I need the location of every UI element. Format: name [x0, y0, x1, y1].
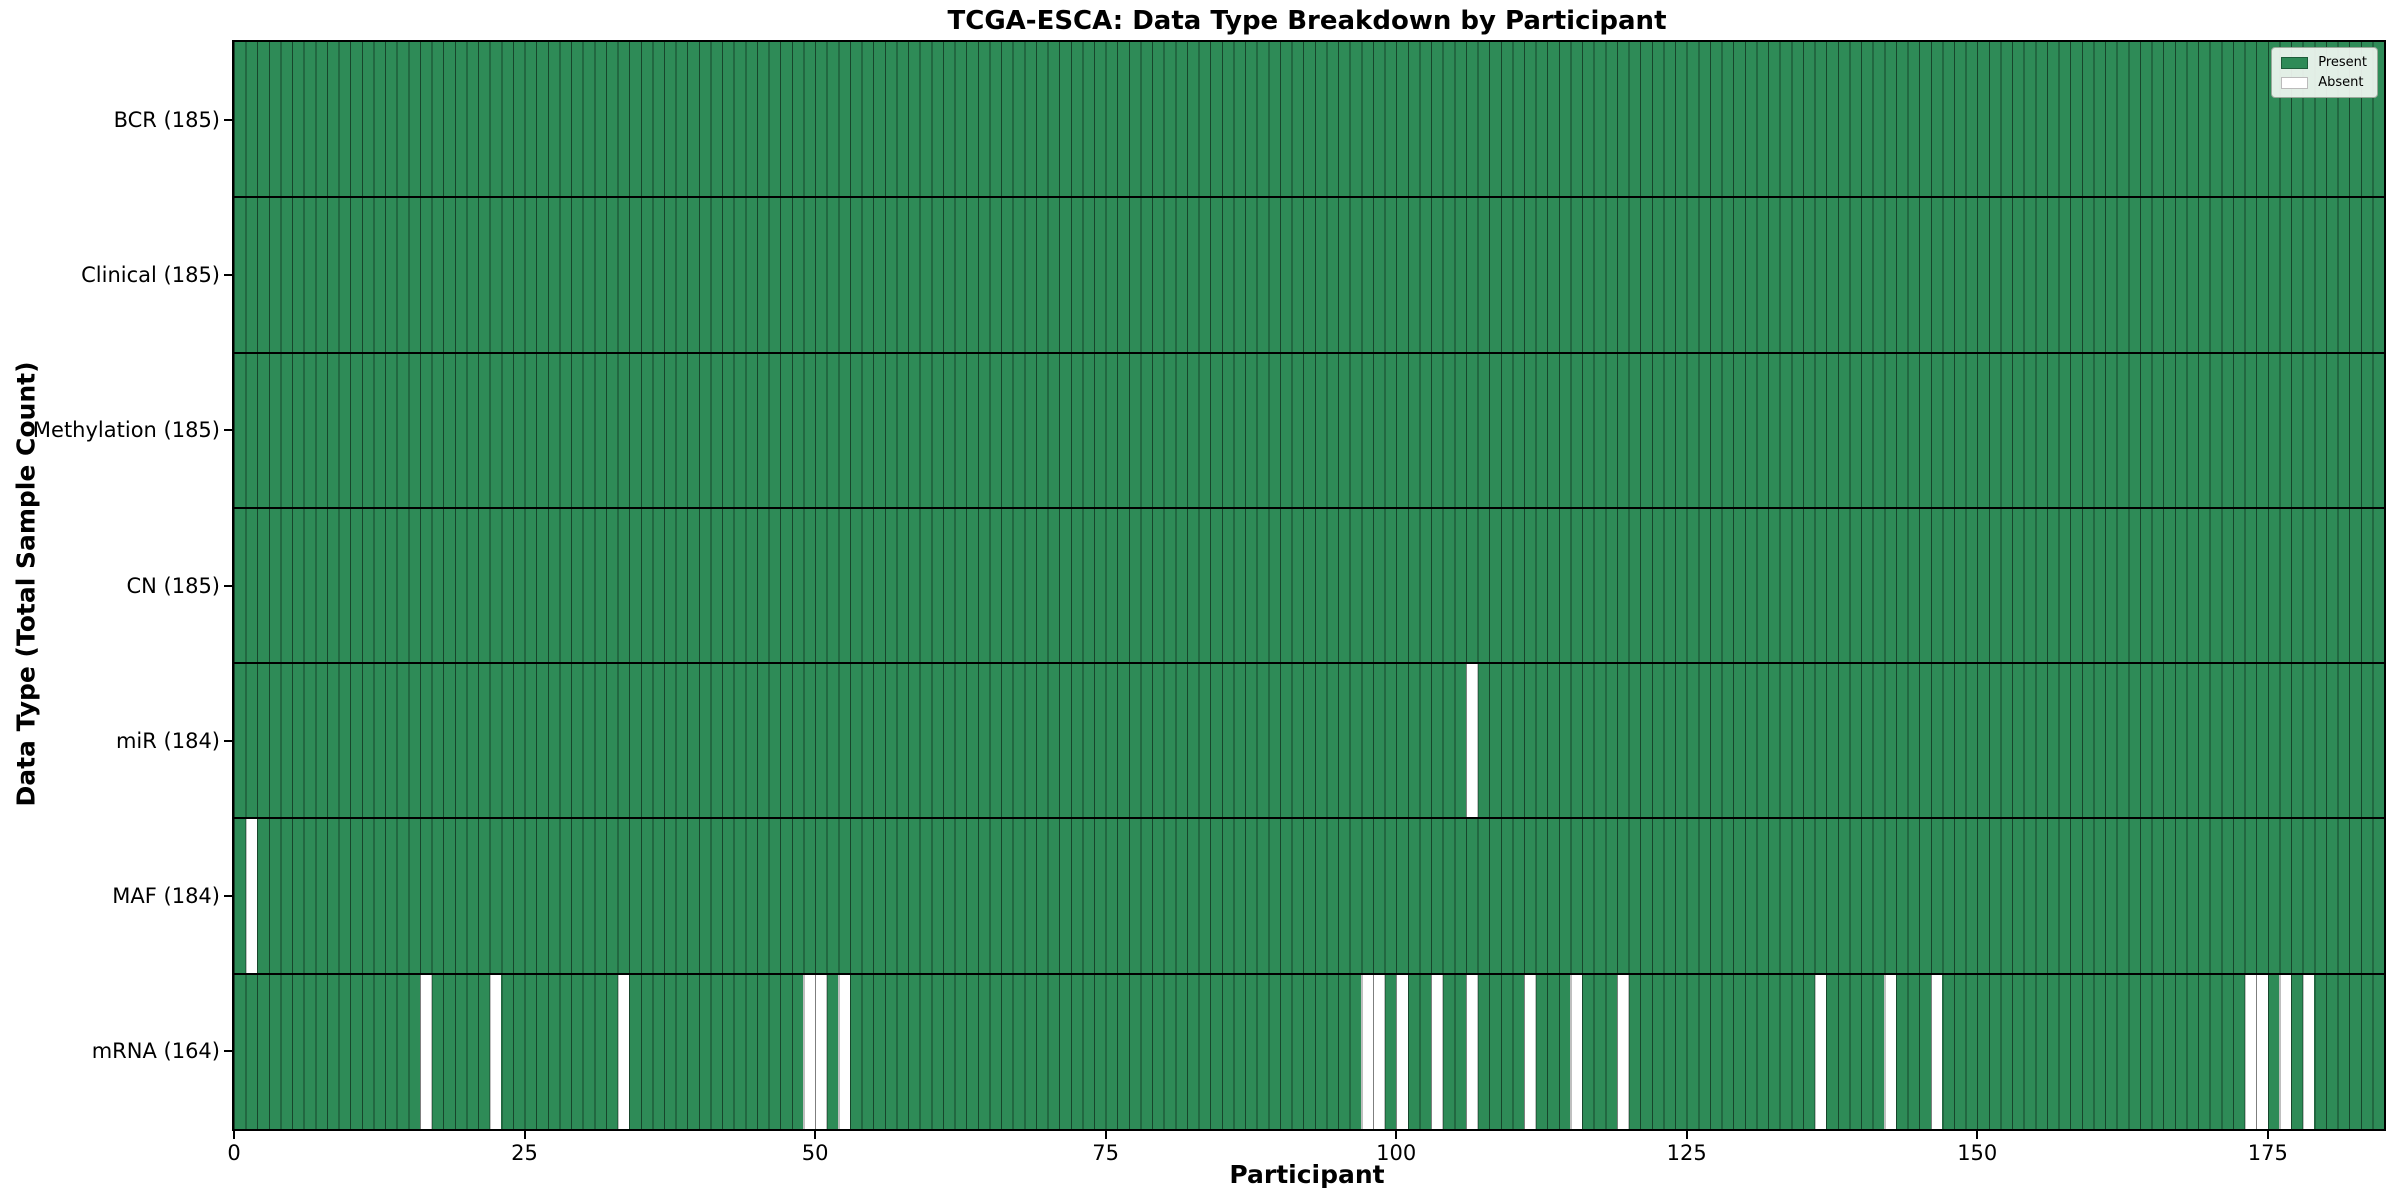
x-tick-mark [1104, 1131, 1107, 1139]
legend: Present Absent [2271, 47, 2378, 98]
legend-entry: Absent [2281, 75, 2367, 90]
absent-bar [2256, 973, 2268, 1129]
y-tick-mark [224, 273, 232, 276]
y-tick-label: BCR (185) [113, 107, 220, 132]
x-tick-label: 50 [801, 1141, 829, 1165]
absent-bar [1814, 973, 1827, 1129]
absent-bar [1465, 663, 1478, 819]
y-tick-label: CN (185) [126, 573, 220, 598]
absent-bar [1884, 973, 1896, 1129]
row-maf [234, 818, 2384, 974]
x-tick-mark [233, 1131, 235, 1139]
y-tick-label: mRNA (164) [91, 1039, 220, 1064]
legend-label: Absent [2318, 75, 2364, 90]
absent-bar [617, 973, 630, 1129]
x-tick-label: 25 [511, 1141, 538, 1165]
absent-bar [2302, 973, 2315, 1129]
absent-bar [803, 973, 816, 1129]
absent-bar [1930, 973, 1943, 1129]
x-tick-label: 75 [1092, 1141, 1119, 1165]
absent-bar [1524, 973, 1536, 1129]
y-tick-mark [224, 895, 232, 898]
y-tick-mark [224, 429, 232, 432]
absent-bar [2279, 973, 2291, 1129]
row-methylation [234, 352, 2384, 508]
y-tick-mark [224, 118, 232, 121]
row-clinical [234, 197, 2384, 353]
x-tick-mark [523, 1131, 526, 1139]
y-tick-label: Methylation (185) [32, 418, 220, 443]
y-tick-label: miR (184) [115, 728, 220, 753]
plot-area [232, 40, 2386, 1131]
absent-bar [2244, 973, 2257, 1129]
absent-bar [815, 973, 827, 1129]
absent-bar [419, 973, 432, 1129]
absent-bar [1361, 973, 1373, 1129]
absent-bar [1616, 973, 1629, 1129]
x-tick-mark [1685, 1131, 1688, 1139]
legend-entry: Present [2281, 55, 2367, 70]
x-tick-mark [1395, 1131, 1398, 1139]
absent-bar [1396, 973, 1408, 1129]
x-tick-label: 125 [1666, 1141, 1707, 1165]
present-swatch-icon [2281, 56, 2309, 69]
absent-bar [838, 973, 850, 1129]
row-mir [234, 663, 2384, 819]
x-tick-mark [814, 1131, 817, 1139]
absent-bar [1465, 973, 1478, 1129]
x-tick-label: 100 [1376, 1141, 1417, 1165]
y-tick-mark [224, 739, 232, 742]
x-tick-mark [2266, 1131, 2269, 1139]
absent-bar [1431, 973, 1443, 1129]
row-separator [234, 506, 2384, 509]
x-tick-mark [1976, 1131, 1979, 1139]
row-separator [234, 817, 2384, 820]
row-bcr [234, 42, 2384, 198]
row-separator [234, 351, 2384, 354]
row-separator [234, 196, 2384, 199]
row-separator [234, 662, 2384, 665]
row-cn [234, 507, 2384, 664]
x-tick-label: 175 [2247, 1141, 2288, 1165]
x-tick-label: 0 [227, 1141, 241, 1165]
absent-swatch-icon [2281, 76, 2309, 89]
y-tick-label: Clinical (185) [81, 262, 220, 287]
chart-title: TCGA-ESCA: Data Type Breakdown by Partic… [947, 6, 1667, 36]
row-mrna [234, 973, 2384, 1129]
absent-bar [489, 973, 502, 1129]
absent-bar [245, 818, 258, 974]
y-tick-mark [224, 1050, 232, 1053]
y-tick-label: MAF (184) [112, 884, 220, 909]
x-tick-label: 150 [1957, 1141, 1998, 1165]
absent-bar [1570, 973, 1583, 1129]
y-tick-mark [224, 584, 232, 587]
absent-bar [1372, 973, 1385, 1129]
x-axis-label: Participant [1229, 1160, 1385, 1189]
row-separator [234, 972, 2384, 975]
legend-label: Present [2318, 55, 2367, 70]
